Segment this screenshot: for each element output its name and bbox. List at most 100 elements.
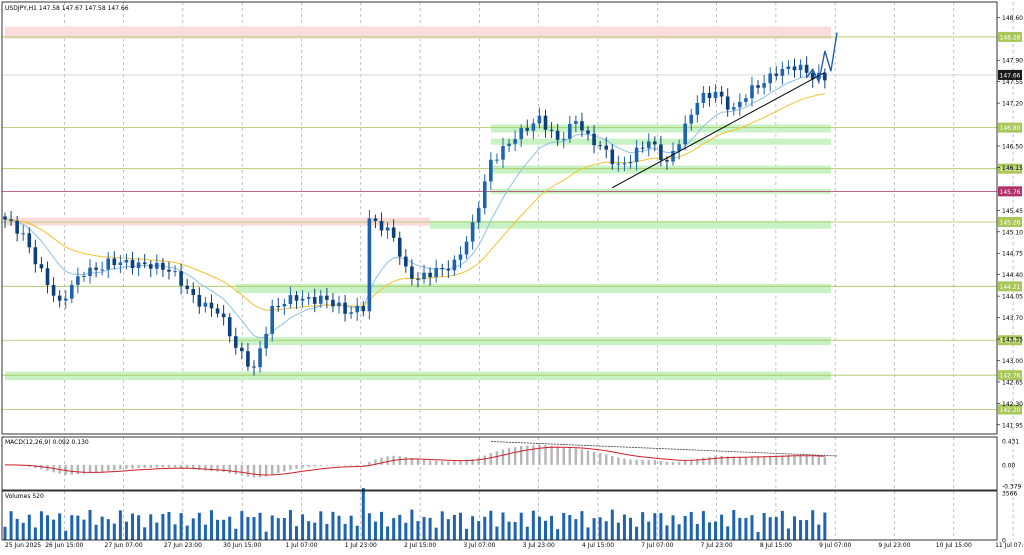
volume-bar <box>780 510 784 540</box>
trendline <box>612 72 826 189</box>
level-label-box <box>998 370 1022 381</box>
candle-body <box>719 91 724 97</box>
candle-body <box>671 150 675 162</box>
volume-bar <box>531 510 535 540</box>
time-axis-label: 10 Jul 15:00 <box>936 542 972 549</box>
volume-bar <box>319 511 323 540</box>
candle-body <box>750 85 754 99</box>
candle-body <box>57 295 62 301</box>
volume-bar <box>46 515 50 540</box>
volume-bar <box>203 524 207 540</box>
moving-averages <box>4 75 825 339</box>
volume-bar <box>39 511 43 540</box>
volume-bar <box>714 521 718 540</box>
macd-bar <box>404 457 408 465</box>
macd-bar <box>762 456 766 465</box>
volume-bar <box>422 516 426 540</box>
macd-bar <box>325 464 329 466</box>
support-zone <box>235 283 831 294</box>
volume-bar <box>64 530 68 540</box>
volume-bar <box>641 512 645 540</box>
candle-body <box>610 149 615 165</box>
macd-bar <box>550 445 553 465</box>
volume-tick-label: 0 <box>1002 538 1006 545</box>
level-label: 142.20 <box>1000 407 1021 414</box>
macd-bar <box>94 464 98 473</box>
time-axis-label: 11 Jul 07:00 <box>995 542 1024 549</box>
candle-body <box>118 262 123 266</box>
volume-bar <box>720 514 724 540</box>
macd-bar <box>447 461 450 465</box>
candle-body <box>616 163 621 165</box>
macd-bar <box>574 448 578 465</box>
macd-bar <box>167 464 171 468</box>
volume-bar <box>701 511 705 540</box>
level-label: 145.76 <box>1000 189 1021 196</box>
candle-body <box>221 313 226 318</box>
macd-label: MACD(12,26,9) 0.092 0.130 <box>5 439 89 446</box>
macd-bar <box>453 461 456 465</box>
volume-bar <box>610 509 614 540</box>
candle-body <box>331 299 335 307</box>
volume-bar <box>3 526 7 540</box>
macd-bar <box>465 460 468 465</box>
symbol-header: USDJPY,H1 147.58 147.67 147.58 147.66 <box>5 5 129 12</box>
candle-body <box>191 288 196 296</box>
macd-bar <box>155 464 159 468</box>
volume-bar <box>556 529 560 540</box>
level-label: 143.33 <box>1000 338 1021 345</box>
macd-bar <box>313 464 316 467</box>
resistance-zone <box>5 26 831 39</box>
price-tick-label: 148.60 <box>1002 15 1023 22</box>
support-zone <box>490 124 831 133</box>
time-axis-label: 9 Jul 23:00 <box>878 542 910 549</box>
price-tick-label: 145.10 <box>1002 229 1023 236</box>
macd-bar <box>246 464 250 477</box>
macd-bar <box>556 446 559 465</box>
projection-arrow <box>806 32 838 84</box>
volume-bar <box>149 514 153 540</box>
candle-body <box>598 145 602 147</box>
volume-bar <box>799 520 803 540</box>
macd-bar <box>775 455 778 465</box>
candle-body <box>622 163 627 165</box>
support-zone <box>430 220 831 229</box>
volume-bar <box>209 510 213 540</box>
level-label: 146.80 <box>1000 125 1021 132</box>
candles[interactable] <box>3 56 827 376</box>
volume-bar <box>568 515 572 540</box>
candle-body <box>270 306 275 334</box>
macd-bar <box>337 464 341 466</box>
candle-body <box>288 295 293 305</box>
macd-bar <box>64 464 67 475</box>
candle-body <box>179 271 183 286</box>
macd-bar <box>635 459 638 465</box>
macd-bar <box>386 456 389 465</box>
macd-bar <box>568 448 571 465</box>
levels: 148.28 146.80 146.13 145.76 145.26 144.21 143.… <box>2 31 1022 415</box>
candle-body <box>798 64 803 71</box>
candle-body <box>282 304 287 307</box>
macd-bar <box>283 464 286 472</box>
volume-bar <box>258 512 262 540</box>
price-tick-label: 147.90 <box>1002 58 1023 65</box>
candle-body <box>756 85 760 88</box>
macd-bar <box>799 455 802 465</box>
macd-bar <box>793 455 796 465</box>
macd-bar <box>76 464 80 475</box>
candle-body <box>628 161 633 164</box>
candle-body <box>470 222 475 242</box>
candle-body <box>634 147 639 162</box>
level-label: 142.76 <box>1000 373 1021 380</box>
volume-bar <box>118 510 122 540</box>
volume-bar <box>331 511 335 540</box>
volume-bar <box>282 517 286 540</box>
candle-body <box>106 258 111 270</box>
volume-bar <box>27 514 31 540</box>
candle-body <box>404 256 408 267</box>
trendline-group[interactable] <box>612 32 838 189</box>
volume-bar <box>519 512 523 540</box>
volume-bar <box>380 511 384 540</box>
